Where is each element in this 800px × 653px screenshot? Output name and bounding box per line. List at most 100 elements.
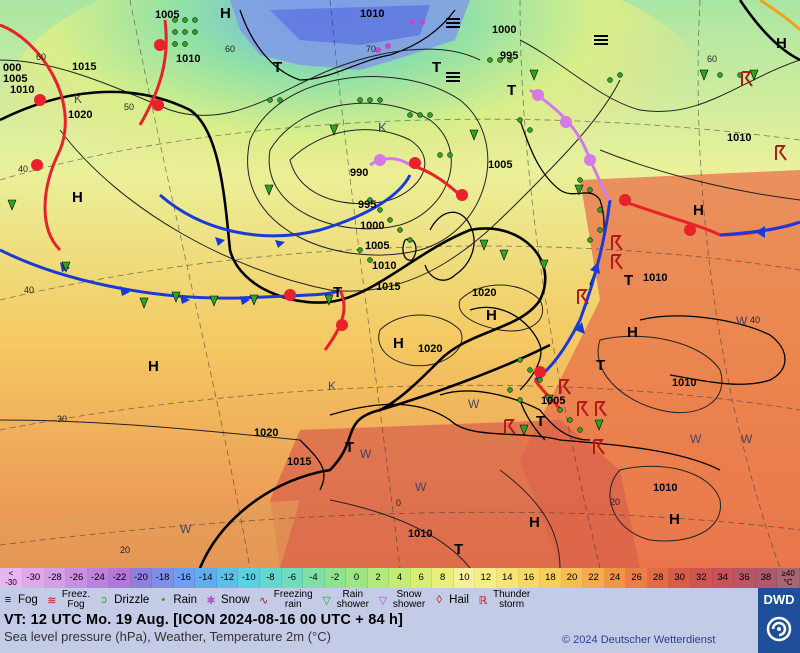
svg-text:0: 0 [396,498,401,508]
scale-cell: -24 [87,568,110,588]
legend-item: ↄ Drizzle [96,594,149,606]
scale-cell: -8 [260,568,282,588]
pressure-label: 1020 [472,287,496,299]
pressure-label: 990 [350,167,368,179]
svg-text:W: W [180,522,192,536]
pressure-centres: H H H H H H H H T T T T T T T T T H H [72,5,787,558]
scale-cell: -2 [324,568,347,588]
pressure-label: 1020 [254,427,278,439]
pressure-label: 995 [358,199,376,211]
legend-label: Hail [449,594,469,606]
legend-label: Rain [173,594,197,606]
high-centre: H [72,189,83,206]
scale-cell: -12 [216,568,239,588]
scale-cell: -30 [23,568,45,588]
svg-text:40: 40 [750,315,760,325]
high-centre: H [693,202,704,219]
svg-text:K: K [378,120,387,135]
chart-subtitle: Sea level pressure (hPa), Weather, Tempe… [4,629,331,644]
pressure-label: 1010 [653,482,677,494]
latitude-labels: 60 60 60 50 40 40 30 20 40 70 20 0 [18,44,760,555]
legend-label: Freezing rain [273,589,313,610]
pressure-label: 000 [3,62,21,74]
svg-text:40: 40 [24,285,34,295]
low-centre: T [596,357,605,374]
pressure-label: 1010 [672,377,696,389]
scale-cell: 4 [389,568,411,588]
legend-label: Rain shower [336,589,369,610]
legend-item: ≡ Fog [0,594,38,606]
scale-cell: -16 [173,568,196,588]
legend-item: ▽ Rain shower [319,589,369,610]
high-centre: H [627,324,638,341]
spiral-icon [766,616,792,642]
pressure-label: 1000 [492,24,516,36]
weather-legend: ≡ Fog ≋ Freez. Fog ↄ Drizzle • Rain ✱ Snow ∿ Freezin… [0,588,758,612]
high-centre: H [776,35,787,52]
high-centre: H [148,358,159,375]
svg-text:50: 50 [124,102,134,112]
low-centre: T [432,59,441,76]
low-centre: T [333,284,342,301]
rain-symbols [172,17,743,433]
svg-text:W: W [736,314,748,328]
svg-text:W: W [468,397,480,411]
dwd-logo-text: DWD [763,592,795,607]
warm-front-west [0,23,67,252]
low-centre: T [507,82,516,99]
cool-airmass [0,0,720,270]
drizzle-icon: ↄ [101,594,107,606]
scale-cell: -18 [152,568,174,588]
pressure-label: 1005 [541,395,565,407]
scale-cell: 6 [410,568,433,588]
scale-cell: -26 [66,568,88,588]
legend-item: ≋ Freez. Fog [44,590,90,610]
valid-time: VT: 12 UTC Mo. 19 Aug. [ICON 2024-08-16 … [4,612,404,628]
scale-cell-min: < -30 [0,568,23,588]
scale-cell: -28 [44,568,67,588]
svg-text:W: W [360,447,372,461]
pressure-label: 1020 [68,109,92,121]
low-centre: T [454,541,463,558]
isobars [0,39,800,568]
pressure-label: 1005 [3,73,27,85]
legend-label: Snow shower [392,589,426,610]
pressure-label: 995 [500,50,518,62]
freezing-rain-icon: ∿ [259,594,269,607]
occlusion-low [369,157,411,167]
scale-cell: 26 [626,568,648,588]
pressure-label: 1005 [155,9,179,21]
scale-cell: 12 [475,568,498,588]
snow-fog-symbols [375,18,608,82]
svg-text:W: W [690,432,702,446]
airmass-letters: K K K W W W W W W W [74,92,753,536]
pressure-label: 1015 [287,456,311,468]
legend-item: ▽ Snow shower [375,590,425,610]
temperature-scale: < -30 -30 -28 -26 -24 -22 -20 -18 -16 -14 -12 -10 -8-… [0,568,800,588]
scale-cell: 8 [432,568,454,588]
high-centre: H [393,335,404,352]
svg-text:40: 40 [18,164,28,174]
fog-icon: ≡ [4,594,12,606]
svg-text:20: 20 [610,497,620,507]
scale-cell: 14 [497,568,519,588]
warm-airmass-africa [270,420,640,568]
pressure-label: 1010 [176,53,200,65]
scale-cell: 16 [518,568,541,588]
legend-label: Snow [220,594,250,606]
scale-cell: 20 [561,568,584,588]
snow-icon: ✱ [206,594,216,607]
pressure-label: 1005 [488,159,512,171]
scale-cell: 18 [540,568,562,588]
legend-item: ∿ Freezing rain [256,590,313,610]
cold-front-europe [534,199,612,382]
pressure-label: 1005 [365,240,389,252]
fronts [0,0,800,411]
pressure-label: 1010 [10,84,34,96]
pressure-labels: 1005 1010 1010 1015 1020 1000 995 990 99… [3,8,751,540]
pressure-label: 1010 [360,8,384,20]
low-centre: T [273,59,282,76]
legend-item: ℝ Thunder storm [475,589,531,610]
pressure-label: 1015 [72,61,96,73]
legend-label: Thunder storm [492,589,531,610]
